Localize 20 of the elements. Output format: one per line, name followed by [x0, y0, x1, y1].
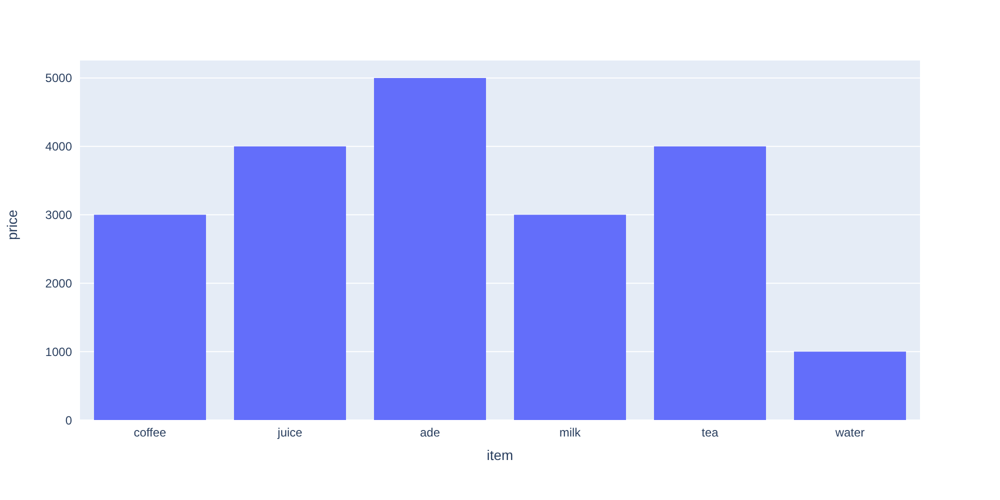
x-axis-title: item [486, 446, 514, 463]
x-tick-label: water [834, 426, 865, 440]
x-tick-label: juice [276, 426, 303, 440]
x-tick-label: milk [559, 426, 582, 440]
y-axis-title: price [4, 209, 20, 240]
bar [374, 78, 486, 420]
x-tick-label: coffee [134, 426, 167, 440]
y-tick-label: 3000 [45, 208, 72, 222]
x-tick-label: tea [702, 426, 719, 440]
y-tick-label: 5000 [45, 71, 72, 86]
y-tick-label: 1000 [45, 344, 72, 359]
y-tick-label: 2000 [45, 276, 72, 290]
bar [234, 146, 346, 420]
bar [654, 146, 766, 420]
y-tick-label: 4000 [45, 140, 72, 154]
y-tick-label: 0 [65, 413, 72, 428]
x-tick-label: ade [420, 426, 440, 440]
bar [94, 214, 206, 420]
bar [514, 214, 626, 420]
bar [794, 352, 906, 420]
